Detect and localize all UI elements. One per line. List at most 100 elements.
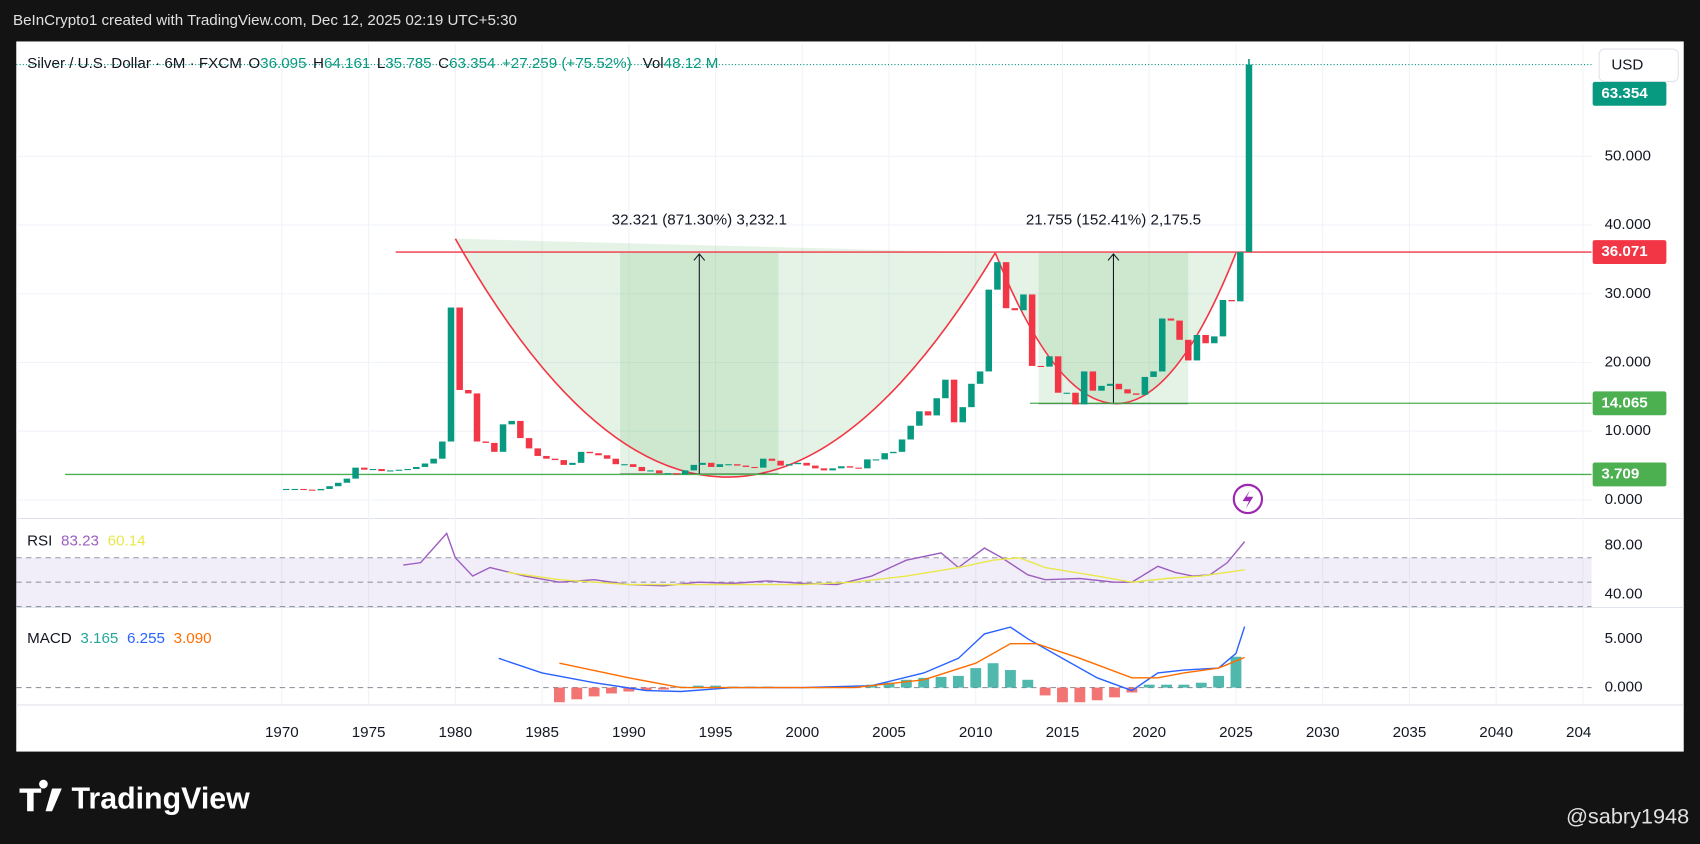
- x-tick-label: 2045: [1566, 724, 1600, 741]
- candle: [812, 465, 819, 469]
- x-tick-label: 1970: [265, 724, 299, 741]
- candle: [629, 464, 637, 467]
- y-tick-label: 0.000: [1605, 679, 1643, 696]
- candle: [898, 439, 906, 452]
- candle: [360, 467, 368, 470]
- user: @sabry1948: [1566, 803, 1689, 828]
- candle: [430, 458, 437, 464]
- candle: [491, 442, 498, 452]
- candle: [872, 459, 880, 461]
- candle: [1011, 308, 1019, 311]
- currency[interactable]: USD: [1611, 56, 1643, 73]
- event-icon: [1242, 490, 1254, 509]
- candle: [551, 458, 559, 461]
- x-tick-label: 1975: [352, 724, 386, 741]
- macd-histogram: [935, 676, 947, 688]
- candle: [334, 482, 342, 487]
- candle: [1228, 299, 1235, 302]
- candle: [881, 453, 888, 460]
- candle: [1245, 64, 1253, 252]
- candle: [838, 466, 845, 469]
- candle: [621, 464, 628, 466]
- candle: [369, 469, 377, 471]
- candle: [707, 462, 715, 467]
- legend-key: H: [313, 55, 324, 72]
- candle: [473, 393, 481, 442]
- candle: [759, 458, 767, 468]
- candle: [1141, 376, 1149, 395]
- macd-histogram: [1109, 687, 1120, 698]
- candle: [343, 478, 351, 483]
- candle: [282, 488, 290, 491]
- candle: [1167, 318, 1175, 321]
- candle: [890, 451, 897, 454]
- macd-legend: MACD 3.165 6.255 3.090: [27, 630, 211, 647]
- x-tick-label: 2010: [959, 724, 993, 741]
- macd-histogram: [1213, 675, 1225, 688]
- legend: Silver / U.S. Dollar · 6M · FXCM O36.095 H…: [27, 55, 718, 72]
- macd-histogram: [658, 687, 669, 690]
- candle: [655, 470, 663, 474]
- logo: [19, 779, 62, 812]
- chart-area: [16, 41, 1684, 752]
- legend-value: 64.161: [324, 55, 370, 72]
- x-tick-label: 1980: [438, 724, 472, 741]
- candle: [534, 448, 541, 456]
- macd-histogram: [1161, 684, 1172, 688]
- candle: [690, 464, 698, 471]
- candle: [985, 289, 993, 372]
- measure-arrow: [693, 253, 706, 475]
- macd-histogram: [1057, 687, 1068, 703]
- candle: [326, 486, 333, 489]
- x-tick-label: 1990: [612, 724, 646, 741]
- candle: [1237, 251, 1244, 302]
- y-tick-label: 10.000: [1605, 422, 1651, 439]
- candle: [968, 383, 975, 408]
- legend-value: 35.785: [385, 55, 431, 72]
- candle: [699, 462, 706, 465]
- candle: [1176, 320, 1183, 340]
- macd-line: [498, 626, 1246, 693]
- x-tick-label: 2020: [1132, 724, 1166, 741]
- macd-histogram: [1091, 687, 1103, 701]
- candle: [560, 460, 567, 465]
- indicator-value: 6.255: [127, 630, 165, 647]
- x-tick-label: 2035: [1393, 724, 1427, 741]
- candle: [378, 469, 385, 472]
- macd-histogram: [623, 687, 635, 692]
- candle: [803, 462, 810, 466]
- indicator-value: 3.090: [174, 630, 212, 647]
- candle: [820, 468, 828, 471]
- y-tick-label: 40.000: [1605, 216, 1651, 233]
- header: BeInCrypto1 created with TradingView.com…: [13, 12, 517, 29]
- candle: [933, 398, 940, 416]
- macd-histogram: [883, 682, 895, 688]
- candle: [638, 466, 646, 472]
- candle: [1028, 294, 1036, 366]
- candle: [725, 464, 732, 466]
- candle: [439, 441, 446, 459]
- legend-value: 36.095: [260, 55, 306, 72]
- macd-histogram: [692, 685, 704, 688]
- y-tick-label: 0.000: [1605, 491, 1643, 508]
- candle: [421, 463, 429, 467]
- candle: [664, 473, 672, 475]
- candle: [1089, 371, 1097, 391]
- candle: [786, 464, 793, 466]
- candle: [1046, 356, 1053, 367]
- candle: [404, 469, 411, 471]
- currency-button[interactable]: [1598, 48, 1679, 83]
- candle: [1185, 339, 1192, 361]
- candle: [456, 307, 463, 390]
- macd-histogram: [918, 677, 930, 688]
- price-label-box: [1592, 462, 1667, 487]
- candle: [1211, 336, 1218, 344]
- price-label: 3.709: [1601, 465, 1639, 482]
- candle: [543, 455, 550, 459]
- price-label: 36.071: [1601, 243, 1647, 260]
- price-label: 63.354: [1601, 85, 1648, 102]
- candle: [942, 379, 949, 399]
- candle: [291, 488, 299, 491]
- legend-key: O: [248, 55, 260, 72]
- x-tick-label: 2000: [785, 724, 819, 741]
